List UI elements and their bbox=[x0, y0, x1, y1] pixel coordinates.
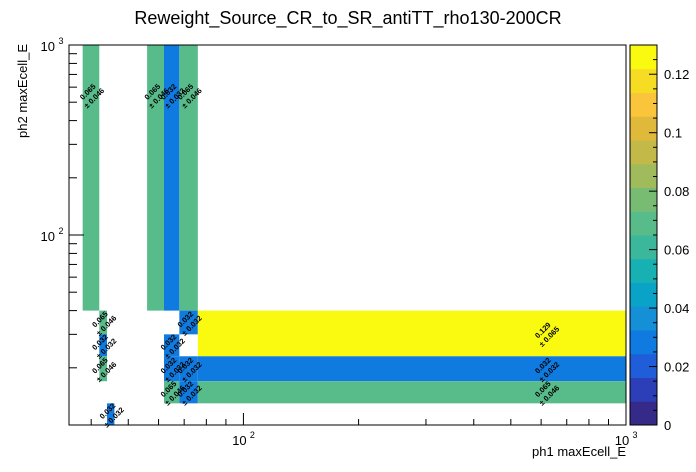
color-scale-label: 0.08 bbox=[664, 184, 689, 199]
cell-annotation: 0.065± 0.046 bbox=[90, 356, 118, 384]
color-scale-segment bbox=[630, 140, 657, 165]
y-tick-label: 10 bbox=[41, 229, 55, 244]
heatmap-cells bbox=[82, 45, 626, 425]
cell-annotation: 0.032± 0.032 bbox=[159, 332, 187, 360]
heatmap-cell bbox=[197, 356, 626, 382]
color-scale-segment bbox=[630, 68, 657, 93]
color-scale-segment bbox=[630, 45, 657, 70]
color-scale-segment bbox=[630, 235, 657, 260]
heatmap-cell bbox=[197, 381, 626, 404]
color-scale-segment bbox=[630, 401, 657, 426]
heatmap-cell bbox=[197, 310, 626, 357]
heatmap-cell bbox=[179, 381, 198, 404]
x-axis-label: ph1 maxEcell_E bbox=[532, 444, 626, 459]
heatmap-cell bbox=[164, 45, 180, 311]
color-scale-label: 0.12 bbox=[664, 67, 689, 82]
color-scale-segment bbox=[630, 163, 657, 188]
heatmap-cell bbox=[99, 334, 108, 357]
heatmap-cell bbox=[164, 334, 180, 357]
color-scale-bar bbox=[629, 44, 658, 426]
x-tick-exponent: 3 bbox=[632, 430, 637, 440]
color-scale-label: 0.06 bbox=[664, 243, 689, 258]
y-tick-label: 10 bbox=[41, 39, 55, 54]
color-scale-label: 0.1 bbox=[664, 126, 682, 141]
x-tick-label: 10 bbox=[615, 433, 629, 448]
heatmap-cell bbox=[164, 381, 180, 404]
color-scale-segment bbox=[630, 353, 657, 378]
color-scale-segment bbox=[630, 306, 657, 331]
y-tick-exponent: 2 bbox=[58, 226, 63, 236]
color-scale-segment bbox=[630, 258, 657, 283]
y-axis-label: ph2 maxEcell_E bbox=[15, 44, 30, 138]
heatmap-cell bbox=[147, 45, 165, 311]
color-scale-label: 0.04 bbox=[664, 301, 689, 316]
color-scale-segment bbox=[630, 92, 657, 117]
color-scale-segment bbox=[630, 211, 657, 236]
heatmap-cell bbox=[82, 45, 100, 311]
x-tick-label: 10 bbox=[232, 433, 246, 448]
heatmap-cell bbox=[179, 356, 198, 382]
color-scale-label: 0 bbox=[664, 418, 671, 433]
heatmap-cell bbox=[107, 403, 115, 425]
color-scale-ticks: 0 0.02 0.04 0.06 0.08 0.1 0.12 bbox=[649, 44, 689, 433]
heatmap-cell bbox=[99, 310, 108, 335]
color-scale-segment bbox=[630, 377, 657, 402]
heatmap-cell bbox=[164, 356, 180, 382]
y-tick-exponent: 3 bbox=[58, 36, 63, 46]
color-scale-label: 0.02 bbox=[664, 360, 689, 375]
heatmap-cell bbox=[179, 310, 198, 335]
color-scale-segment bbox=[630, 282, 657, 307]
x-tick-exponent: 2 bbox=[250, 430, 255, 440]
cell-annotation: 0.065± 0.046 bbox=[78, 82, 106, 110]
heatmap-cell bbox=[99, 356, 108, 382]
x-axis-ticks: 10 2 10 3 bbox=[90, 413, 638, 448]
color-scale-segment bbox=[630, 330, 657, 355]
heatmap-cell bbox=[179, 45, 198, 311]
color-scale-segment bbox=[630, 116, 657, 141]
chart-title: Reweight_Source_CR_to_SR_antiTT_rho130-2… bbox=[134, 8, 561, 29]
